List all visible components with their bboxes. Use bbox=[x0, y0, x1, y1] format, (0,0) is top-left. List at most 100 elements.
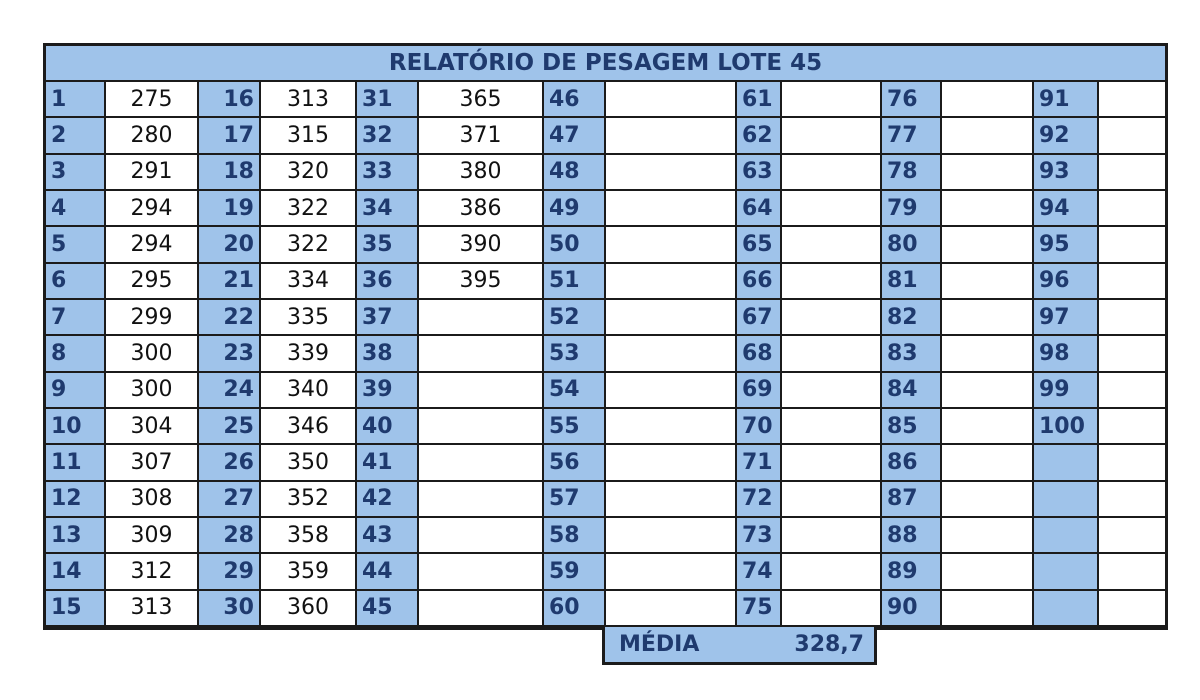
weight-value bbox=[1099, 481, 1165, 518]
weight-value bbox=[606, 372, 737, 409]
weight-value bbox=[782, 445, 882, 482]
animal-number: 46 bbox=[544, 82, 606, 119]
animal-number: 9 bbox=[46, 372, 106, 409]
weight-value bbox=[1099, 154, 1165, 191]
animal-number: 13 bbox=[46, 518, 106, 555]
animal-number: 45 bbox=[357, 590, 419, 627]
weight-value bbox=[1099, 227, 1165, 264]
weight-value: 307 bbox=[106, 445, 199, 482]
weight-value: 295 bbox=[106, 263, 199, 300]
animal-number: 31 bbox=[357, 82, 419, 119]
animal-number: 84 bbox=[882, 372, 942, 409]
animal-number: 89 bbox=[882, 554, 942, 591]
empty-number-cell bbox=[1034, 481, 1099, 518]
animal-number: 99 bbox=[1034, 372, 1099, 409]
animal-number: 91 bbox=[1034, 82, 1099, 119]
weight-value: 359 bbox=[261, 554, 357, 591]
weight-value bbox=[419, 554, 544, 591]
weight-value: 312 bbox=[106, 554, 199, 591]
weight-value bbox=[1099, 445, 1165, 482]
weights-grid: 1 275 2 280 3 291 4 294 5 294 6 295 7 299 8 300 9 300 10 30… bbox=[46, 82, 1165, 627]
weight-value bbox=[1099, 554, 1165, 591]
animal-number: 60 bbox=[544, 590, 606, 627]
animal-number: 50 bbox=[544, 227, 606, 264]
weight-value bbox=[606, 518, 737, 555]
weight-value bbox=[1099, 409, 1165, 446]
animal-number: 65 bbox=[737, 227, 782, 264]
animal-number: 24 bbox=[199, 372, 261, 409]
empty-number-cell bbox=[1034, 445, 1099, 482]
animal-number: 35 bbox=[357, 227, 419, 264]
weighing-report-table: RELATÓRIO DE PESAGEM LOTE 45 1 275 2 280 3 29… bbox=[43, 43, 1168, 630]
weight-value bbox=[942, 590, 1034, 627]
animal-number: 5 bbox=[46, 227, 106, 264]
weight-value bbox=[419, 590, 544, 627]
animal-number: 30 bbox=[199, 590, 261, 627]
animal-number: 20 bbox=[199, 227, 261, 264]
weight-value bbox=[942, 300, 1034, 337]
weight-value bbox=[782, 409, 882, 446]
weight-value: 335 bbox=[261, 300, 357, 337]
weight-value: 309 bbox=[106, 518, 199, 555]
animal-number: 88 bbox=[882, 518, 942, 555]
animal-number: 29 bbox=[199, 554, 261, 591]
animal-number: 11 bbox=[46, 445, 106, 482]
weight-value: 380 bbox=[419, 154, 544, 191]
weight-value: 320 bbox=[261, 154, 357, 191]
animal-number: 70 bbox=[737, 409, 782, 446]
weight-value bbox=[782, 481, 882, 518]
animal-number: 92 bbox=[1034, 118, 1099, 155]
weight-value bbox=[942, 409, 1034, 446]
animal-number: 21 bbox=[199, 263, 261, 300]
animal-number: 56 bbox=[544, 445, 606, 482]
weight-value bbox=[1099, 518, 1165, 555]
weight-value bbox=[419, 409, 544, 446]
weight-value: 313 bbox=[261, 82, 357, 119]
animal-number: 83 bbox=[882, 336, 942, 373]
weight-value: 291 bbox=[106, 154, 199, 191]
animal-number: 76 bbox=[882, 82, 942, 119]
animal-number: 55 bbox=[544, 409, 606, 446]
animal-number: 93 bbox=[1034, 154, 1099, 191]
weight-value: 280 bbox=[106, 118, 199, 155]
weight-value bbox=[606, 554, 737, 591]
weight-value bbox=[782, 554, 882, 591]
weight-value: 300 bbox=[106, 372, 199, 409]
animal-number: 69 bbox=[737, 372, 782, 409]
weight-value bbox=[1099, 191, 1165, 228]
animal-number: 6 bbox=[46, 263, 106, 300]
weight-value: 294 bbox=[106, 191, 199, 228]
weight-value bbox=[942, 445, 1034, 482]
animal-number: 16 bbox=[199, 82, 261, 119]
weight-value bbox=[606, 409, 737, 446]
weight-value: 346 bbox=[261, 409, 357, 446]
animal-number: 73 bbox=[737, 518, 782, 555]
weight-value: 308 bbox=[106, 481, 199, 518]
weight-value bbox=[606, 481, 737, 518]
weight-value bbox=[782, 300, 882, 337]
animal-number: 34 bbox=[357, 191, 419, 228]
weight-value bbox=[782, 336, 882, 373]
weight-value bbox=[782, 227, 882, 264]
animal-number: 36 bbox=[357, 263, 419, 300]
weight-value: 300 bbox=[106, 336, 199, 373]
average-value: 328,7 bbox=[794, 632, 864, 657]
weight-value bbox=[606, 118, 737, 155]
animal-number: 75 bbox=[737, 590, 782, 627]
animal-number: 42 bbox=[357, 481, 419, 518]
animal-number: 85 bbox=[882, 409, 942, 446]
animal-number: 2 bbox=[46, 118, 106, 155]
animal-number: 19 bbox=[199, 191, 261, 228]
weight-value bbox=[782, 590, 882, 627]
animal-number: 62 bbox=[737, 118, 782, 155]
animal-number: 90 bbox=[882, 590, 942, 627]
animal-number: 54 bbox=[544, 372, 606, 409]
weight-value bbox=[1099, 82, 1165, 119]
animal-number: 32 bbox=[357, 118, 419, 155]
animal-number: 67 bbox=[737, 300, 782, 337]
animal-number: 44 bbox=[357, 554, 419, 591]
animal-number: 12 bbox=[46, 481, 106, 518]
weight-value bbox=[606, 154, 737, 191]
weight-value bbox=[606, 300, 737, 337]
weight-value: 275 bbox=[106, 82, 199, 119]
